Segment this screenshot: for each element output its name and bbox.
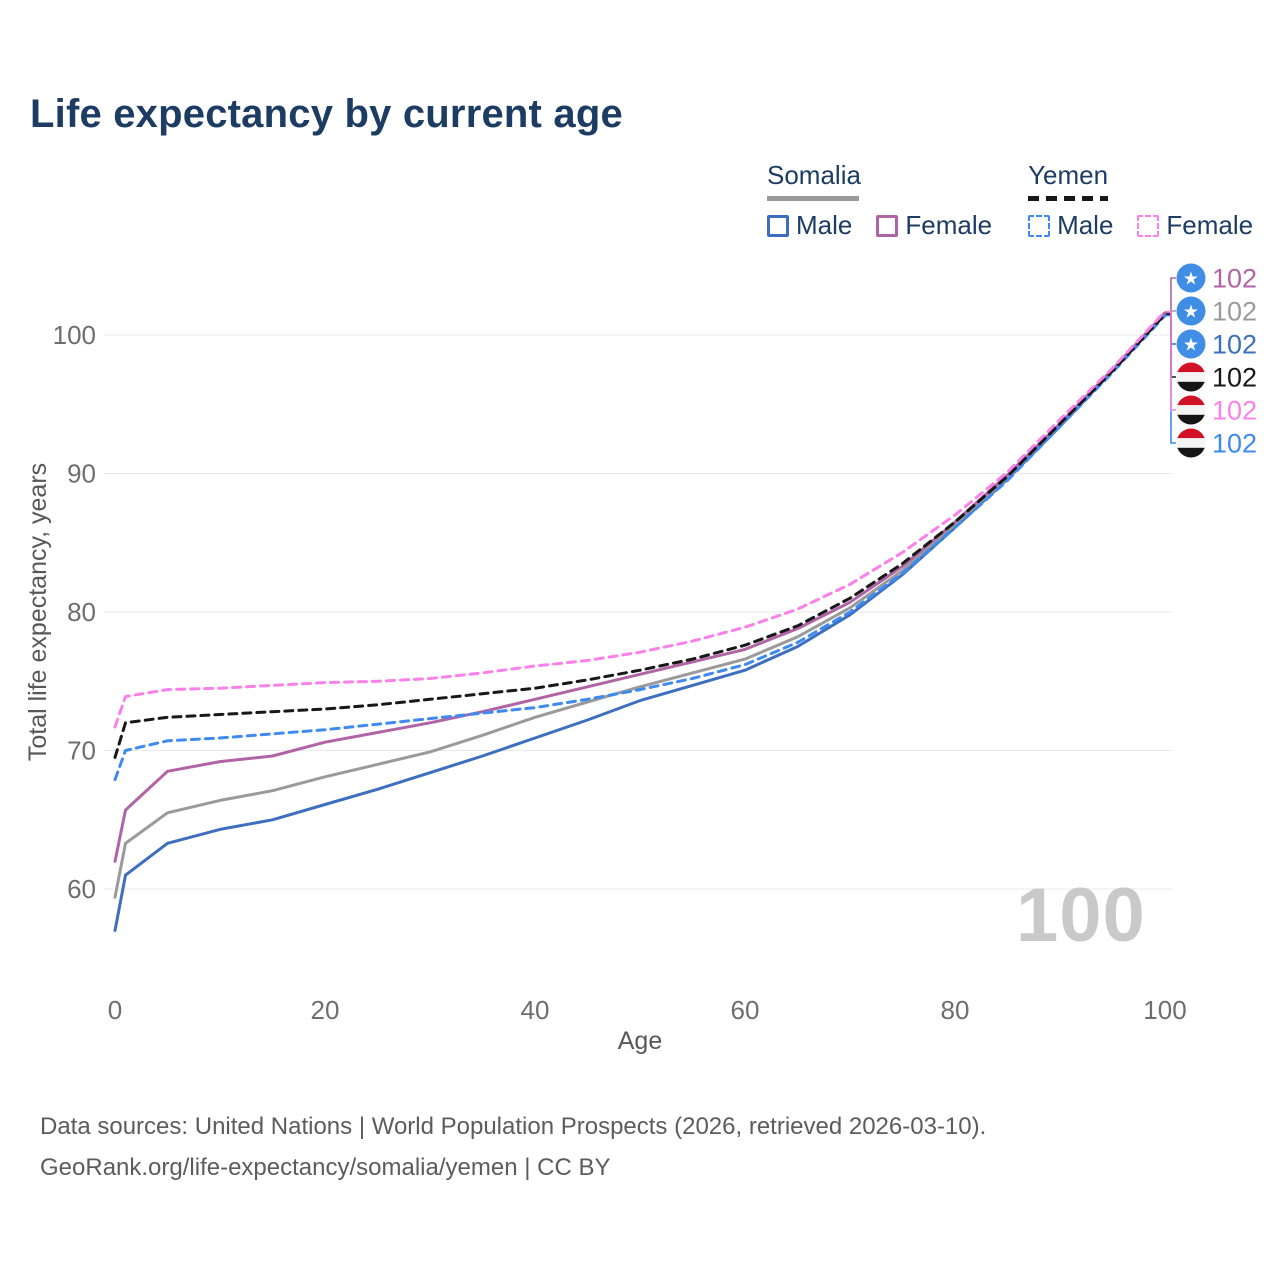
end-label-yemen-female[interactable]: 102 <box>1212 396 1257 426</box>
x-tick-label: 100 <box>1143 995 1186 1025</box>
somalia-all-line-swatch <box>767 196 859 201</box>
end-label-somalia-female[interactable]: 102 <box>1212 264 1257 294</box>
current-age-watermark: 100 <box>1016 873 1146 958</box>
chart-footer: Data sources: United Nations | World Pop… <box>40 1106 986 1188</box>
x-tick-label: 0 <box>108 995 122 1025</box>
line-yemen-male[interactable] <box>113 314 1167 782</box>
legend-label-male: Male <box>796 210 853 240</box>
x-tick-label: 20 <box>311 995 340 1025</box>
y-tick-label: 80 <box>67 597 96 627</box>
flag-somalia-icon: ★ <box>1176 329 1206 359</box>
x-tick-label: 80 <box>941 995 970 1025</box>
end-label-somalia-all[interactable]: 102 <box>1212 297 1257 327</box>
end-label-somalia-male[interactable]: 102 <box>1212 330 1257 360</box>
flag-yemen-icon <box>1176 428 1206 458</box>
attribution-line[interactable]: GeoRank.org/life-expectancy/somalia/yeme… <box>40 1154 611 1181</box>
legend-item-yemen-female[interactable]: Female <box>1137 210 1253 241</box>
y-tick-label: 70 <box>67 736 96 766</box>
end-label-yemen-all[interactable]: 102 <box>1212 363 1257 393</box>
data-sources-line: Data sources: United Nations | World Pop… <box>40 1113 987 1140</box>
svg-text:★: ★ <box>1183 269 1199 289</box>
somalia-male-swatch <box>767 214 789 237</box>
line-somalia-male[interactable] <box>113 312 1167 932</box>
flag-somalia-icon: ★ <box>1176 263 1206 293</box>
x-axis-title: Age <box>618 1027 662 1055</box>
yemen-female-swatch <box>1137 214 1160 237</box>
legend-label-male: Male <box>1057 210 1114 240</box>
yemen-all-line-swatch <box>1028 196 1109 201</box>
legend-label-female: Female <box>905 210 993 240</box>
label-connector-yemen-female <box>1166 310 1176 411</box>
legend-item-somalia-female[interactable]: Female <box>876 210 992 241</box>
y-tick-label: 100 <box>53 320 96 350</box>
svg-text:★: ★ <box>1183 335 1199 355</box>
legend-item-somalia-male[interactable]: Male <box>767 210 852 241</box>
end-label-yemen-male[interactable]: 102 <box>1212 429 1257 459</box>
y-tick-label: 90 <box>67 459 96 489</box>
legend-group-yemen: Yemen Male Female <box>1028 160 1253 241</box>
chart-legend: Somalia Male Female Yemen Male <box>767 160 1253 241</box>
yemen-male-swatch <box>1028 214 1051 237</box>
label-connector-somalia-female <box>1166 277 1176 314</box>
line-yemen-all[interactable] <box>113 312 1167 759</box>
line-somalia-all[interactable] <box>113 312 1167 899</box>
flag-yemen-icon <box>1176 362 1206 392</box>
legend-label-female: Female <box>1166 210 1254 240</box>
x-tick-label: 40 <box>521 995 550 1025</box>
page-title: Life expectancy by current age <box>30 92 623 136</box>
legend-item-yemen-male[interactable]: Male <box>1028 210 1113 241</box>
legend-country-yemen[interactable]: Yemen <box>1028 160 1109 190</box>
somalia-female-swatch <box>876 214 899 237</box>
y-axis-title: Total life expectancy, years <box>24 463 52 761</box>
x-tick-label: 60 <box>731 995 760 1025</box>
legend-country-somalia[interactable]: Somalia <box>767 160 861 190</box>
line-yemen-female[interactable] <box>113 310 1167 729</box>
svg-text:★: ★ <box>1183 302 1199 322</box>
flag-yemen-icon <box>1176 395 1206 425</box>
legend-group-somalia: Somalia Male Female <box>767 160 992 241</box>
line-somalia-female[interactable] <box>113 311 1167 863</box>
y-tick-label: 60 <box>67 874 96 904</box>
flag-somalia-icon: ★ <box>1176 296 1206 326</box>
